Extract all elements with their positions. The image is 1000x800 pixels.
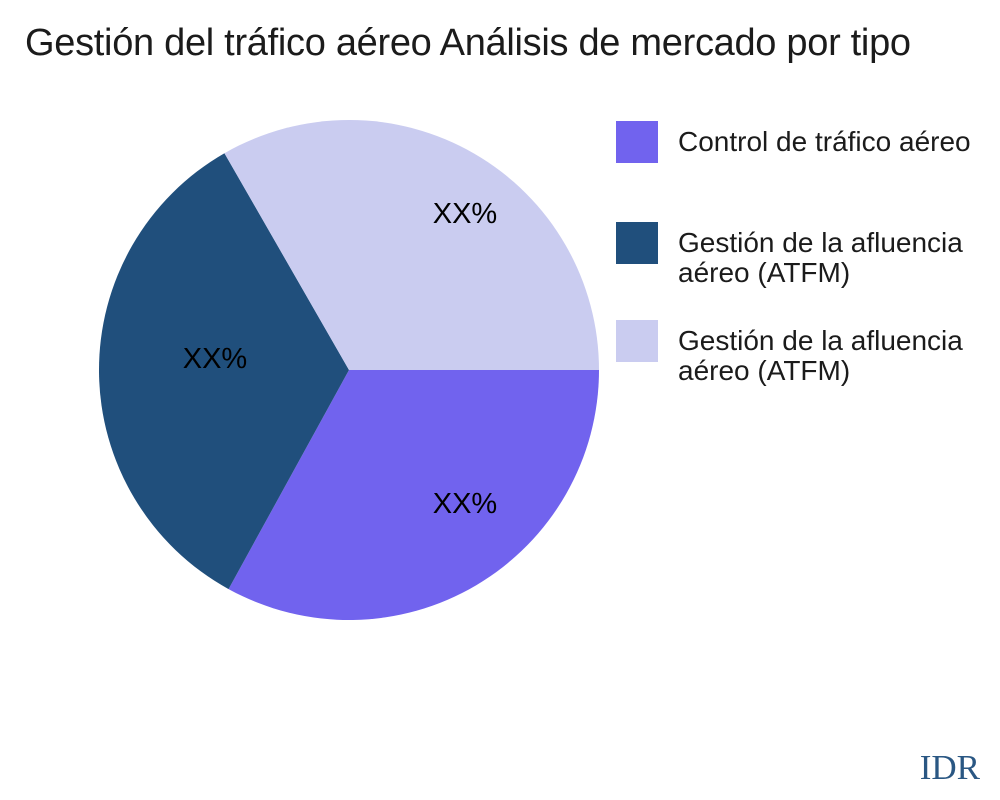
pie-slice-label-1: XX% (183, 343, 247, 375)
legend-label-2: Gestión de la afluencia aéreo (ATFM) (678, 325, 963, 386)
legend-item-0: Control de tráfico aéreo (616, 121, 971, 163)
legend-item-2: Gestión de la afluencia aéreo (ATFM) (616, 320, 963, 386)
pie-slice-label-2: XX% (433, 198, 497, 230)
pie-slice-label-0: XX% (433, 488, 497, 520)
legend-label-1: Gestión de la afluencia aéreo (ATFM) (678, 227, 963, 288)
chart-title: Gestión del tráfico aéreo Análisis de me… (25, 22, 911, 64)
pie-slice-2 (224, 119, 599, 370)
legend-item-1: Gestión de la afluencia aéreo (ATFM) (616, 222, 963, 288)
legend-swatch-2 (616, 320, 658, 362)
pie-slice-0 (228, 370, 599, 621)
legend-swatch-0 (616, 121, 658, 163)
legend: Control de tráfico aéreo Gestión de la af… (616, 121, 1000, 421)
legend-swatch-1 (616, 222, 658, 264)
watermark-idr: IDR (919, 748, 980, 787)
pie-slice-1 (98, 153, 350, 590)
legend-label-0: Control de tráfico aéreo (678, 126, 971, 157)
